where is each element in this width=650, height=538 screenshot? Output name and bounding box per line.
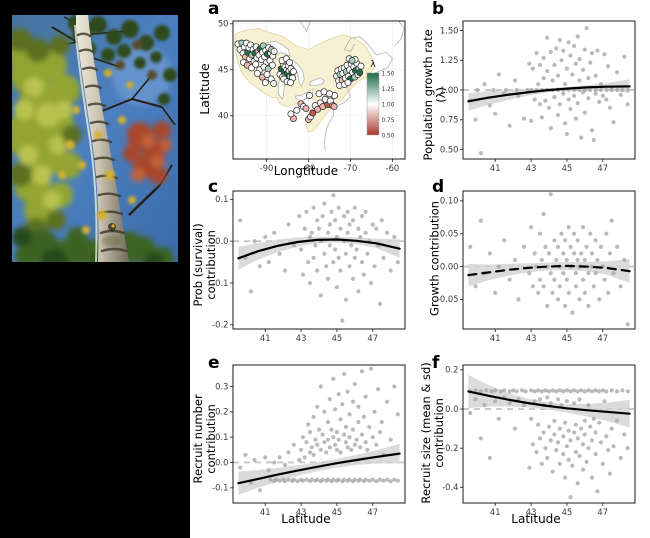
panel-f-letter: f — [432, 353, 440, 373]
svg-text:-90: -90 — [260, 163, 274, 173]
yellow-leaves — [58, 69, 136, 234]
svg-text:-0.1: -0.1 — [212, 278, 228, 288]
svg-text:0.1: 0.1 — [215, 194, 228, 204]
svg-text:1.50: 1.50 — [382, 72, 395, 78]
panel-a-letter: a — [208, 0, 220, 19]
svg-text:40: 40 — [218, 111, 229, 121]
panel-f-scatter-plot: 41 43 45 47 0.2 0.0 -0.2 -0.4 — [442, 364, 636, 517]
svg-text:0.2: 0.2 — [445, 365, 458, 375]
svg-text:43: 43 — [296, 507, 307, 517]
panel-e-letter: e — [208, 353, 220, 373]
svg-text:-80: -80 — [302, 163, 316, 173]
svg-text:0.3: 0.3 — [215, 381, 228, 391]
svg-text:43: 43 — [526, 333, 537, 343]
panel-e-scatter-plot: 41 43 45 47 0.3 0.2 0.1 0.0 -0.1 — [212, 364, 406, 517]
svg-text:0.05: 0.05 — [440, 229, 459, 239]
panel-grid: a Latitude λ 1.50 1.25 1.00 0.75 0.50 -90 -80 -7… — [190, 0, 650, 538]
panel-d-scatter-plot: 41 43 45 47 0.10 0.05 0.00 -0.05 — [437, 190, 636, 343]
birch-trunk — [74, 15, 129, 263]
svg-text:0.0: 0.0 — [445, 404, 458, 414]
svg-text:41: 41 — [260, 333, 271, 343]
svg-text:0.0: 0.0 — [215, 457, 228, 467]
panel-b-scatter-plot: 41 43 45 47 0.50 0.75 1.00 1.25 1.50 — [440, 20, 636, 173]
panel-a-x-axis-label: Longtitude — [273, 164, 339, 178]
panel-f-y-axis-label-line1: Recruit size (mean & sd) — [419, 362, 434, 504]
svg-text:-70: -70 — [344, 163, 358, 173]
canopy-photo — [4, 15, 178, 276]
svg-text:λ: λ — [370, 60, 376, 70]
svg-text:47: 47 — [597, 507, 608, 517]
svg-text:45: 45 — [218, 65, 229, 75]
svg-text:45: 45 — [562, 333, 573, 343]
svg-text:1.25: 1.25 — [382, 87, 395, 93]
panel-f: f Recruit size (mean & sd) contribution … — [419, 353, 650, 538]
figure-area: a Latitude λ 1.50 1.25 1.00 0.75 0.50 -90 -80 -7… — [190, 0, 650, 538]
svg-text:-0.2: -0.2 — [442, 443, 458, 453]
panel-d: d Growth contribution 41 43 45 47 0.10 0.05 0.… — [420, 178, 650, 354]
red-foliage — [123, 121, 172, 184]
panel-f-x-axis-label: Latitude — [511, 512, 561, 526]
panel-a: a Latitude λ 1.50 1.25 1.00 0.75 0.50 -90 -80 -7… — [190, 0, 420, 178]
svg-text:1.25: 1.25 — [440, 55, 459, 65]
svg-text:41: 41 — [490, 333, 501, 343]
svg-text:1.00: 1.00 — [382, 103, 395, 109]
svg-text:-60: -60 — [386, 163, 400, 173]
panel-c: c Prob (survival) contribution 41 43 45 47 0… — [190, 178, 420, 354]
panel-e: e Recruit number contribution 41 43 45 47 0.… — [190, 354, 420, 538]
panel-b-letter: b — [432, 0, 445, 19]
svg-text:-0.1: -0.1 — [212, 483, 228, 493]
svg-text:0.10: 0.10 — [440, 196, 459, 206]
svg-text:0.75: 0.75 — [440, 115, 459, 125]
svg-text:0.0: 0.0 — [215, 236, 228, 246]
canopy-photo-image — [4, 15, 178, 276]
svg-text:45: 45 — [332, 333, 343, 343]
svg-text:47: 47 — [367, 507, 378, 517]
svg-text:0.75: 0.75 — [382, 118, 395, 124]
svg-text:1.50: 1.50 — [440, 25, 459, 35]
svg-text:47: 47 — [597, 333, 608, 343]
panel-b: b Population growth rate (λ) 41 43 45 47 0.5… — [420, 0, 650, 178]
svg-text:47: 47 — [367, 333, 378, 343]
svg-text:43: 43 — [296, 333, 307, 343]
panel-e-x-axis-label: Latitude — [281, 512, 331, 526]
svg-text:1.00: 1.00 — [440, 85, 459, 95]
svg-text:-0.4: -0.4 — [442, 482, 458, 492]
svg-text:0.1: 0.1 — [215, 432, 228, 442]
svg-text:41: 41 — [490, 507, 501, 517]
svg-text:-0.2: -0.2 — [212, 320, 228, 330]
svg-text:0.2: 0.2 — [215, 407, 228, 417]
svg-text:0.50: 0.50 — [440, 144, 459, 154]
panel-c-scatter-plot: 41 43 45 47 0.1 0.0 -0.1 -0.2 — [212, 190, 406, 343]
panel-c-letter: c — [208, 177, 219, 197]
panel-d-letter: d — [432, 177, 445, 197]
svg-text:-0.05: -0.05 — [437, 294, 459, 304]
svg-text:41: 41 — [260, 507, 271, 517]
panel-a-map-plot: λ 1.50 1.25 1.00 0.75 0.50 -90 -80 -70 -60 40 45 50 — [218, 19, 406, 173]
svg-text:50: 50 — [218, 19, 229, 29]
svg-text:41: 41 — [490, 163, 501, 173]
svg-text:43: 43 — [526, 163, 537, 173]
svg-text:45: 45 — [562, 507, 573, 517]
svg-text:47: 47 — [597, 163, 608, 173]
svg-text:0.00: 0.00 — [440, 261, 459, 271]
svg-text:0.50: 0.50 — [382, 134, 395, 140]
svg-text:45: 45 — [332, 507, 343, 517]
svg-text:45: 45 — [562, 163, 573, 173]
svg-text:43: 43 — [526, 507, 537, 517]
